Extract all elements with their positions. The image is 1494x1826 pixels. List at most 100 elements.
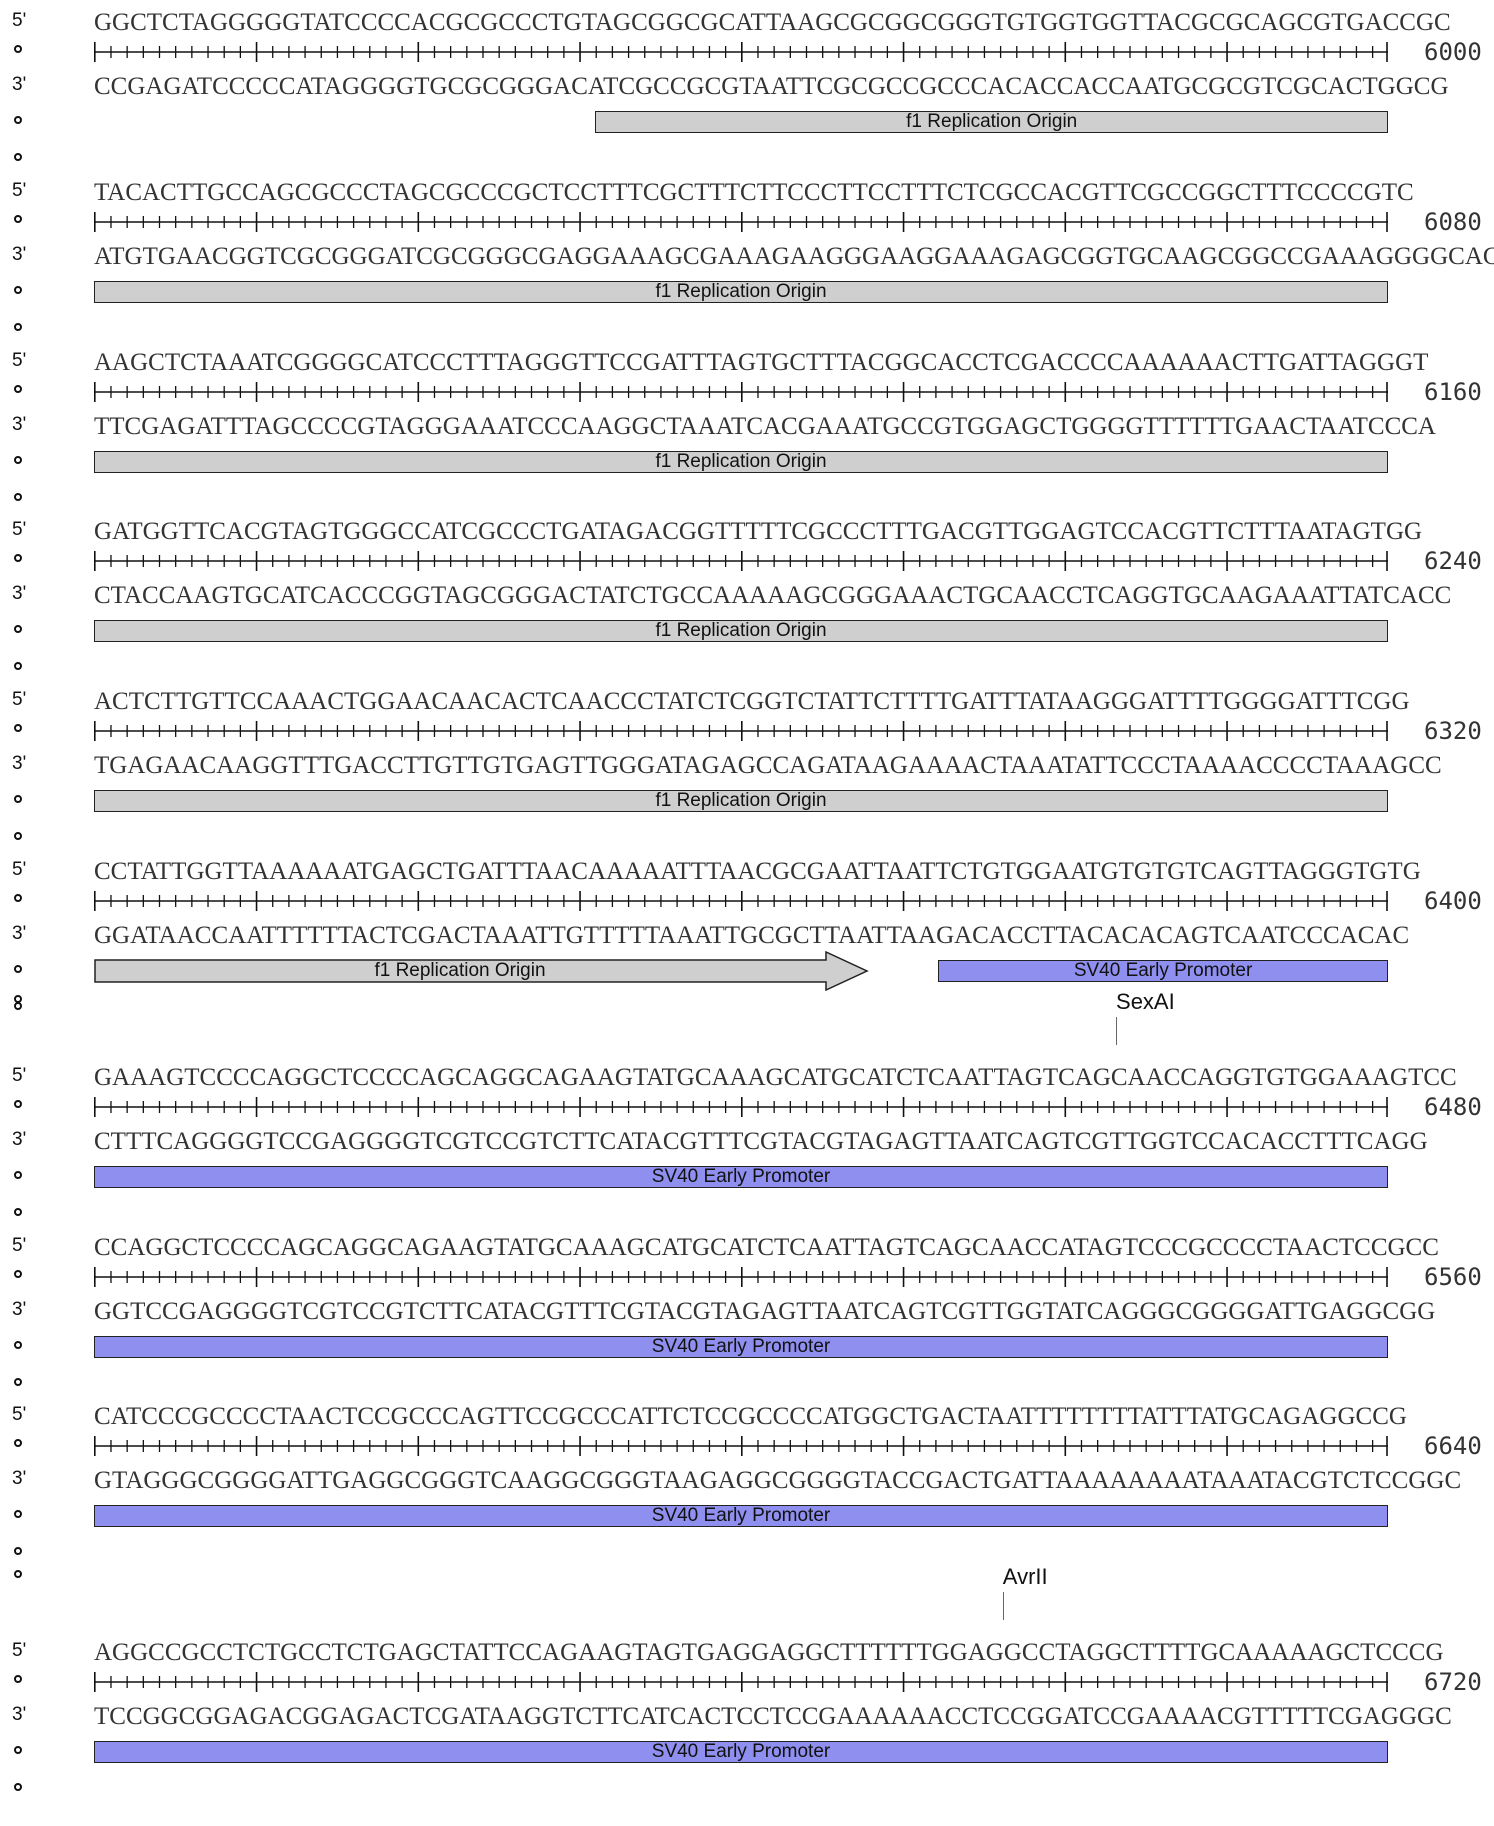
strand-label-3prime: 3' — [12, 753, 27, 774]
gutter-marker — [14, 116, 22, 124]
gutter-marker — [14, 662, 22, 670]
strand-label-5prime: 5' — [12, 350, 27, 371]
ruler-svg — [94, 212, 1388, 232]
position-ruler — [94, 381, 1388, 403]
bottom-strand-sequence[interactable]: TGAGAACAAGGTTTGACCTTGTTGTGAGTTGGGATAGAGC… — [94, 752, 1442, 779]
gutter-marker — [14, 493, 22, 501]
ruler-svg — [94, 1672, 1388, 1692]
ruler-svg — [94, 1267, 1388, 1287]
gutter-marker — [14, 1570, 22, 1578]
feature-sv40-early-promoter[interactable]: SV40 Early Promoter — [94, 1505, 1388, 1527]
ruler-svg — [94, 1097, 1388, 1117]
position-number: 6560 — [1424, 1263, 1482, 1291]
top-strand-sequence[interactable]: GAAAGTCCCCAGGCTCCCCAGCAGGCAGAAGTATGCAAAG… — [94, 1064, 1457, 1091]
strand-label-5prime: 5' — [12, 10, 27, 31]
strand-label-3prime: 3' — [12, 923, 27, 944]
ruler-svg — [94, 551, 1388, 571]
position-number: 6080 — [1424, 208, 1482, 236]
top-strand-sequence[interactable]: CCTATTGGTTAAAAAATGAGCTGATTTAACAAAAATTTAA… — [94, 858, 1421, 885]
gutter-marker — [14, 1378, 22, 1386]
gutter-marker — [14, 795, 22, 803]
gutter-marker — [14, 456, 22, 464]
bottom-strand-sequence[interactable]: CTTTCAGGGGTCCGAGGGGTCGTCCGTCTTCATACGTTTC… — [94, 1128, 1428, 1155]
top-strand-sequence[interactable]: ACTCTTGTTCCAAACTGGAACAACACTCAACCCTATCTCG… — [94, 688, 1410, 715]
gutter-marker — [14, 554, 22, 562]
bottom-strand-sequence[interactable]: GGATAACCAATTTTTTACTCGACTAAATTGTTTTTAAATT… — [94, 922, 1410, 949]
feature-f1-replication-origin[interactable]: f1 Replication Origin — [595, 111, 1388, 133]
position-number: 6240 — [1424, 547, 1482, 575]
strand-label-3prime: 3' — [12, 1704, 27, 1725]
enzyme-site-tick — [1116, 1017, 1118, 1045]
strand-label-3prime: 3' — [12, 414, 27, 435]
f1-arrow-shape — [94, 950, 869, 992]
top-strand-sequence[interactable]: TACACTTGCCAGCGCCCTAGCGCCCGCTCCTTTCGCTTTC… — [94, 179, 1414, 206]
strand-label-5prime: 5' — [12, 1404, 27, 1425]
strand-label-5prime: 5' — [12, 180, 27, 201]
position-ruler — [94, 1435, 1388, 1457]
feature-sv40-early-promoter[interactable]: SV40 Early Promoter — [94, 1166, 1388, 1188]
position-number: 6000 — [1424, 38, 1482, 66]
enzyme-site-label[interactable]: SexAI — [1116, 989, 1175, 1014]
gutter-marker — [14, 832, 22, 840]
ruler-svg — [94, 42, 1388, 62]
feature-f1-replication-origin[interactable]: f1 Replication Origin — [94, 790, 1388, 812]
gutter-marker — [14, 1675, 22, 1683]
gutter-marker — [14, 153, 22, 161]
bottom-strand-sequence[interactable]: TTCGAGATTTAGCCCCGTAGGGAAATCCCAAGGCTAAATC… — [94, 413, 1436, 440]
gutter-marker — [14, 45, 22, 53]
strand-label-5prime: 5' — [12, 859, 27, 880]
position-ruler — [94, 41, 1388, 63]
feature-f1-replication-origin[interactable]: f1 Replication Origin — [94, 451, 1388, 473]
top-strand-sequence[interactable]: GGCTCTAGGGGGTATCCCCACGCGCCCTGTAGCGGCGCAT… — [94, 9, 1451, 36]
feature-label: f1 Replication Origin — [374, 960, 546, 981]
gutter-marker — [14, 894, 22, 902]
strand-label-3prime: 3' — [12, 1299, 27, 1320]
bottom-strand-sequence[interactable]: CCGAGATCCCCCATAGGGGTGCGCGGGACATCGCCGCGTA… — [94, 73, 1449, 100]
strand-label-3prime: 3' — [12, 583, 27, 604]
strand-label-5prime: 5' — [12, 1065, 27, 1086]
gutter-marker — [14, 724, 22, 732]
gutter-marker — [14, 215, 22, 223]
feature-sv40-early-promoter[interactable]: SV40 Early Promoter — [94, 1336, 1388, 1358]
gutter-marker — [14, 1341, 22, 1349]
gutter-marker — [14, 323, 22, 331]
feature-sv40-early-promoter[interactable]: SV40 Early Promoter — [94, 1741, 1388, 1763]
gutter-marker — [14, 1510, 22, 1518]
f1-arrow-svg — [94, 950, 869, 992]
bottom-strand-sequence[interactable]: TCCGGCGGAGACGGAGACTCGATAAGGTCTTCATCACTCC… — [94, 1703, 1452, 1730]
bottom-strand-sequence[interactable]: GGTCCGAGGGGTCGTCCGTCTTCATACGTTTCGTACGTAG… — [94, 1298, 1436, 1325]
bottom-strand-sequence[interactable]: CTACCAAGTGCATCACCCGGTAGCGGGACTATCTGCCAAA… — [94, 582, 1452, 609]
feature-sv40-early-promoter[interactable]: SV40 Early Promoter — [938, 960, 1388, 982]
top-strand-sequence[interactable]: AGGCCGCCTCTGCCTCTGAGCTATTCCAGAAGTAGTGAGG… — [94, 1639, 1444, 1666]
position-ruler — [94, 211, 1388, 233]
gutter-marker — [14, 1270, 22, 1278]
position-ruler — [94, 1266, 1388, 1288]
top-strand-sequence[interactable]: GATGGTTCACGTAGTGGGCCATCGCCCTGATAGACGGTTT… — [94, 518, 1423, 545]
strand-label-3prime: 3' — [12, 1468, 27, 1489]
ruler-svg — [94, 382, 1388, 402]
ruler-svg — [94, 721, 1388, 741]
strand-label-5prime: 5' — [12, 519, 27, 540]
strand-label-5prime: 5' — [12, 1640, 27, 1661]
top-strand-sequence[interactable]: CCAGGCTCCCCAGCAGGCAGAAGTATGCAAAGCATGCATC… — [94, 1234, 1439, 1261]
gutter-marker — [14, 1171, 22, 1179]
top-strand-sequence[interactable]: AAGCTCTAAATCGGGGCATCCCTTTAGGGTTCCGATTTAG… — [94, 349, 1429, 376]
feature-f1-replication-origin[interactable]: f1 Replication Origin — [94, 281, 1388, 303]
position-number: 6640 — [1424, 1432, 1482, 1460]
position-number: 6160 — [1424, 378, 1482, 406]
ruler-svg — [94, 891, 1388, 911]
feature-f1-replication-origin[interactable]: f1 Replication Origin — [94, 950, 869, 992]
feature-f1-replication-origin[interactable]: f1 Replication Origin — [94, 620, 1388, 642]
gutter-marker — [14, 1439, 22, 1447]
gutter-marker — [14, 385, 22, 393]
ruler-svg — [94, 1436, 1388, 1456]
strand-label-3prime: 3' — [12, 1129, 27, 1150]
enzyme-site-label[interactable]: AvrII — [1002, 1564, 1048, 1589]
position-ruler — [94, 550, 1388, 572]
gutter-marker — [14, 1746, 22, 1754]
bottom-strand-sequence[interactable]: ATGTGAACGGTCGCGGGATCGCGGGCGAGGAAAGCGAAAG… — [94, 243, 1494, 270]
top-strand-sequence[interactable]: CATCCCGCCCCTAACTCCGCCCAGTTCCGCCCATTCTCCG… — [94, 1403, 1407, 1430]
gutter-marker — [14, 1783, 22, 1791]
bottom-strand-sequence[interactable]: GTAGGGCGGGGATTGAGGCGGGTCAAGGCGGGTAAGAGGC… — [94, 1467, 1462, 1494]
strand-label-5prime: 5' — [12, 1235, 27, 1256]
